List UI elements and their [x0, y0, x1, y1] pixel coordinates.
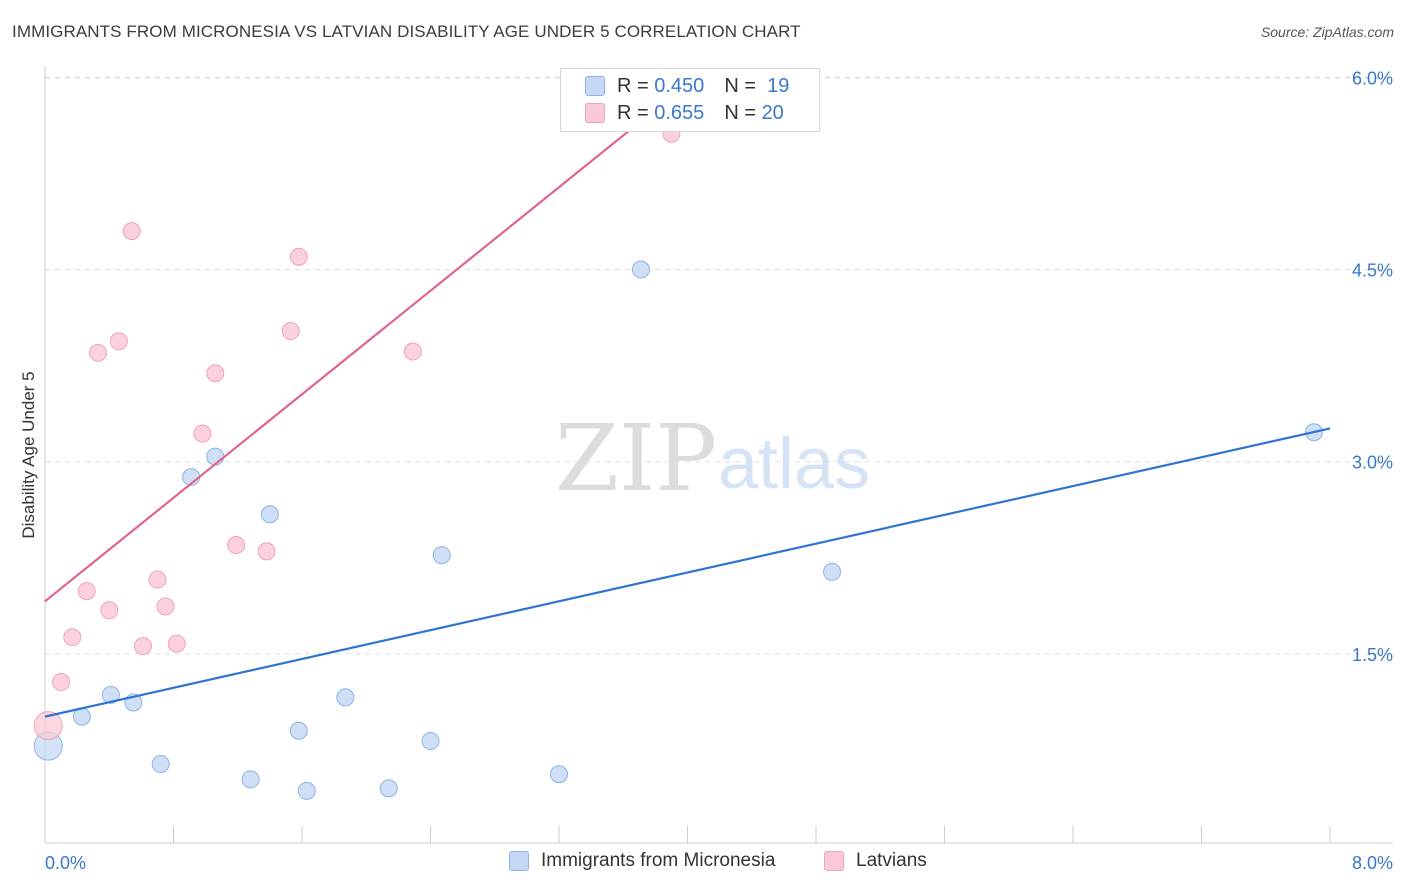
point-latvians: [167, 634, 186, 653]
point-latvians: [206, 364, 225, 383]
legend-r-label: R =: [617, 101, 649, 124]
grid-lines: [45, 76, 1393, 655]
trend-lines: [44, 95, 1331, 718]
tick-labels: 1.5% 3.0% 4.5% 6.0% 0.0% 8.0%: [45, 68, 1393, 873]
legend-item-latvians: Latvians: [824, 850, 927, 872]
point-micronesia: [206, 447, 225, 466]
x-tick-label: 8.0%: [1352, 853, 1393, 873]
point-latvians: [63, 628, 82, 647]
point-latvians: [89, 343, 108, 362]
y-tick-label: 6.0%: [1352, 68, 1393, 88]
y-tick-label: 1.5%: [1352, 645, 1393, 665]
point-latvians: [133, 637, 152, 656]
legend-label-latvians: Latvians: [856, 850, 927, 871]
point-micronesia: [823, 562, 842, 581]
point-latvians: [100, 601, 119, 620]
trend-line-latvians: [44, 95, 673, 603]
legend-n-value: 19: [767, 74, 790, 97]
point-latvians: [33, 711, 63, 741]
point-micronesia: [336, 688, 355, 707]
point-latvians: [109, 332, 128, 351]
legend-r-label: R =: [617, 74, 649, 97]
point-latvians: [77, 582, 96, 601]
point-micronesia: [101, 685, 120, 704]
point-micronesia: [151, 755, 170, 774]
pink-swatch: [585, 103, 605, 123]
point-latvians: [52, 673, 71, 692]
watermark-zip: ZIP: [555, 405, 717, 512]
point-latvians: [281, 322, 300, 341]
y-tick-label: 3.0%: [1352, 453, 1393, 473]
point-latvians: [156, 597, 175, 616]
watermark: ZIP atlas: [555, 405, 870, 512]
point-micronesia: [289, 721, 308, 740]
point-latvians: [289, 247, 308, 266]
point-micronesia: [550, 765, 568, 784]
chart-title: IMMIGRANTS FROM MICRONESIA VS LATVIAN DI…: [12, 22, 801, 41]
point-latvians: [403, 342, 422, 361]
legend-n-label: N =: [724, 74, 756, 97]
point-latvians: [122, 222, 141, 241]
point-latvians: [148, 570, 167, 589]
blue-swatch: [585, 76, 605, 96]
pink-swatch: [824, 851, 844, 871]
correlation-legend: R = 0.450 N = 19 R = 0.655 N = 20: [560, 68, 820, 132]
point-latvians: [193, 424, 212, 443]
watermark-atlas: atlas: [718, 424, 870, 504]
legend-row-micronesia: R = 0.450 N = 19: [585, 73, 789, 99]
point-micronesia: [631, 260, 650, 279]
source-label: Source: ZipAtlas.com: [1260, 24, 1394, 40]
point-latvians: [257, 542, 276, 561]
legend-n-value: 20: [761, 101, 784, 124]
point-micronesia: [241, 770, 260, 789]
point-micronesia: [260, 505, 279, 524]
point-micronesia: [421, 731, 440, 750]
x-tick-label: 0.0%: [45, 853, 86, 873]
legend-n-label: N =: [724, 101, 756, 124]
y-axis-label: Disability Age Under 5: [19, 371, 38, 538]
point-micronesia: [379, 779, 398, 798]
series-legend: Immigrants from Micronesia Latvians: [0, 850, 1406, 878]
blue-swatch: [509, 851, 529, 871]
legend-row-latvians: R = 0.655 N = 20: [585, 100, 784, 126]
trend-line-micronesia: [44, 427, 1331, 718]
point-micronesia: [297, 781, 316, 800]
point-micronesia: [432, 546, 451, 565]
y-tick-label: 4.5%: [1352, 261, 1393, 281]
legend-r-value: 0.450: [654, 74, 705, 97]
legend-r-value: 0.655: [654, 101, 705, 124]
legend-item-micronesia: Immigrants from Micronesia: [509, 850, 775, 872]
point-latvians: [227, 535, 246, 554]
legend-label-micronesia: Immigrants from Micronesia: [541, 850, 776, 871]
